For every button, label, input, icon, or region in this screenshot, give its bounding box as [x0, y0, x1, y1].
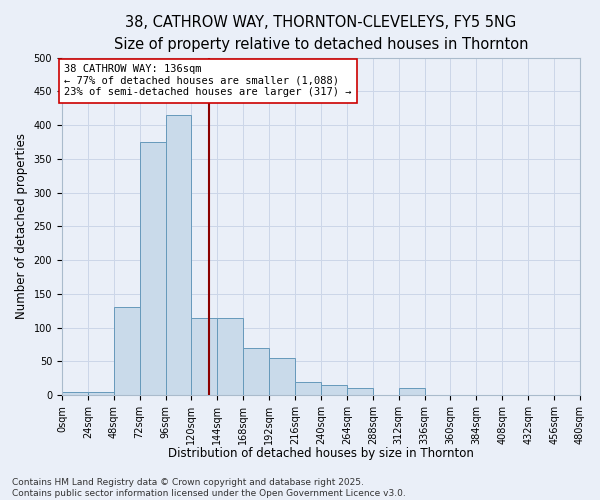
Bar	[140, 142, 166, 395]
Text: 38 CATHROW WAY: 136sqm
← 77% of detached houses are smaller (1,088)
23% of semi-: 38 CATHROW WAY: 136sqm ← 77% of detached…	[64, 64, 352, 98]
Text: Contains HM Land Registry data © Crown copyright and database right 2025.
Contai: Contains HM Land Registry data © Crown c…	[12, 478, 406, 498]
Bar	[347, 388, 373, 395]
Bar	[191, 318, 217, 395]
Bar	[295, 382, 321, 395]
Bar	[88, 392, 114, 395]
Bar	[398, 388, 425, 395]
Bar	[321, 385, 347, 395]
Bar	[114, 308, 140, 395]
Bar	[62, 392, 88, 395]
Bar	[166, 115, 191, 395]
Bar	[217, 318, 243, 395]
Bar	[243, 348, 269, 395]
Bar	[269, 358, 295, 395]
X-axis label: Distribution of detached houses by size in Thornton: Distribution of detached houses by size …	[168, 447, 474, 460]
Y-axis label: Number of detached properties: Number of detached properties	[15, 134, 28, 320]
Title: 38, CATHROW WAY, THORNTON-CLEVELEYS, FY5 5NG
Size of property relative to detach: 38, CATHROW WAY, THORNTON-CLEVELEYS, FY5…	[114, 15, 528, 52]
